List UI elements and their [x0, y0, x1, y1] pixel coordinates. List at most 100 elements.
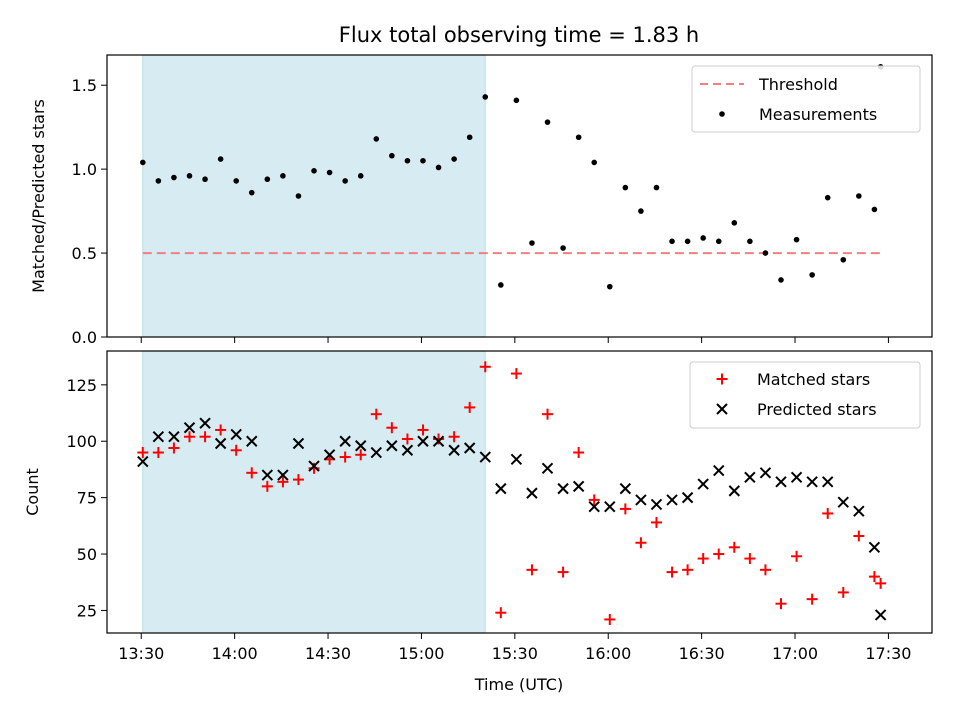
matched-point — [184, 431, 195, 443]
ratio-panel: 0.0 0.5 1.0 1.5 Matched/Predicted stars Thr… — [29, 54, 933, 347]
count-panel-frame — [106, 350, 933, 634]
y-tick-label: 100 — [66, 432, 97, 451]
measurement-point — [420, 157, 426, 164]
x-tick-label: 13:30 — [118, 644, 164, 663]
marker-stroke — [214, 437, 227, 450]
matched-point — [837, 586, 849, 598]
measurement-point — [342, 178, 348, 184]
marker-stroke — [448, 444, 460, 456]
predicted-point — [775, 476, 787, 488]
matched-point — [448, 431, 460, 443]
predicted-point — [261, 469, 274, 481]
measurement-point — [404, 157, 411, 164]
marker-stroke — [837, 496, 849, 508]
predicted-point — [401, 444, 414, 456]
predicted-point — [541, 462, 554, 475]
matched-point — [417, 424, 429, 436]
marker-stroke — [635, 494, 647, 506]
count-panel: 13:30 14:00 14:30 15:00 15:30 16:00 16:30 17:00… — [23, 350, 933, 694]
ratio-panel-frame — [106, 54, 933, 338]
legend-threshold-label: Threshold — [758, 75, 838, 94]
measurement-point — [311, 168, 317, 174]
measurement-point — [606, 283, 613, 290]
matched-point — [822, 507, 834, 519]
marker-stroke — [199, 417, 211, 429]
legend-matched-swatch — [716, 373, 728, 385]
predicted-point — [837, 496, 849, 508]
chart-title: Flux total observing time = 1.83 h — [339, 23, 699, 47]
predicted-point — [432, 435, 445, 447]
predicted-point — [417, 435, 429, 447]
marker-stroke — [230, 428, 242, 441]
predicted-point — [744, 471, 756, 484]
measurement-point — [280, 173, 286, 179]
predicted-point — [448, 444, 460, 456]
predicted-point — [874, 609, 887, 621]
matched-point — [230, 444, 242, 456]
matched-point — [401, 433, 413, 445]
predicted-point — [806, 476, 818, 488]
predicted-point — [619, 482, 632, 495]
observing-span-shade — [142, 350, 486, 634]
measurement-point — [762, 250, 769, 256]
predicted-point — [230, 428, 242, 441]
measurement-point — [700, 235, 706, 241]
x-tick-label: 16:30 — [679, 644, 725, 663]
marker-stroke — [339, 435, 351, 447]
predicted-point — [526, 487, 538, 499]
legend-measurements-label: Measurements — [759, 105, 877, 124]
marker-stroke — [137, 455, 149, 468]
matched-point — [526, 564, 538, 576]
matched-point — [775, 598, 787, 610]
marker-stroke — [261, 469, 274, 481]
marker-stroke — [697, 478, 709, 490]
legend-frame — [691, 65, 921, 133]
marker-stroke — [874, 609, 887, 621]
marker-stroke — [183, 421, 196, 434]
legend-measurements-swatch — [719, 111, 725, 117]
marker-stroke — [868, 541, 881, 553]
count-points — [137, 361, 887, 625]
marker-stroke — [323, 449, 336, 461]
count-axis-ticks: 13:30 14:00 14:30 15:00 15:30 16:00 16:30 17:00… — [66, 376, 911, 663]
predicted-point — [604, 500, 616, 513]
predicted-point — [759, 467, 772, 479]
predicted-point — [339, 435, 351, 447]
ratio-y-label: Matched/Predicted stars — [29, 99, 48, 293]
marker-stroke — [417, 435, 429, 447]
marker-stroke — [479, 451, 491, 463]
y-tick-label: 75 — [77, 489, 97, 508]
measurement-point — [638, 208, 644, 214]
predicted-point — [666, 494, 678, 506]
matched-point — [759, 564, 771, 576]
matched-point — [137, 447, 149, 459]
x-tick-label: 14:00 — [212, 644, 258, 663]
marker-stroke — [355, 440, 367, 452]
matched-point — [635, 537, 647, 549]
predicted-point — [277, 469, 289, 481]
measurement-point — [669, 238, 675, 245]
x-tick-label: 14:30 — [305, 644, 351, 663]
marker-stroke — [308, 460, 320, 472]
predicted-point — [386, 440, 398, 452]
measurement-point — [544, 119, 551, 125]
predicted-point — [557, 482, 569, 495]
measurement-point — [731, 220, 738, 226]
predicted-point — [479, 451, 491, 463]
legend-predicted-swatch — [716, 403, 728, 415]
measurement-point — [591, 159, 598, 166]
marker-stroke — [681, 491, 694, 504]
measurement-point — [513, 97, 520, 104]
matched-point — [666, 566, 678, 578]
matched-point — [557, 566, 569, 578]
x-tick-label: 15:00 — [398, 644, 444, 663]
marker-stroke — [541, 462, 554, 475]
marker-stroke — [728, 485, 741, 497]
predicted-point — [214, 437, 227, 450]
matched-point — [370, 408, 382, 420]
measurement-point — [217, 156, 224, 162]
matched-point — [806, 593, 818, 605]
marker-stroke — [386, 440, 398, 452]
measurement-point — [155, 178, 162, 184]
